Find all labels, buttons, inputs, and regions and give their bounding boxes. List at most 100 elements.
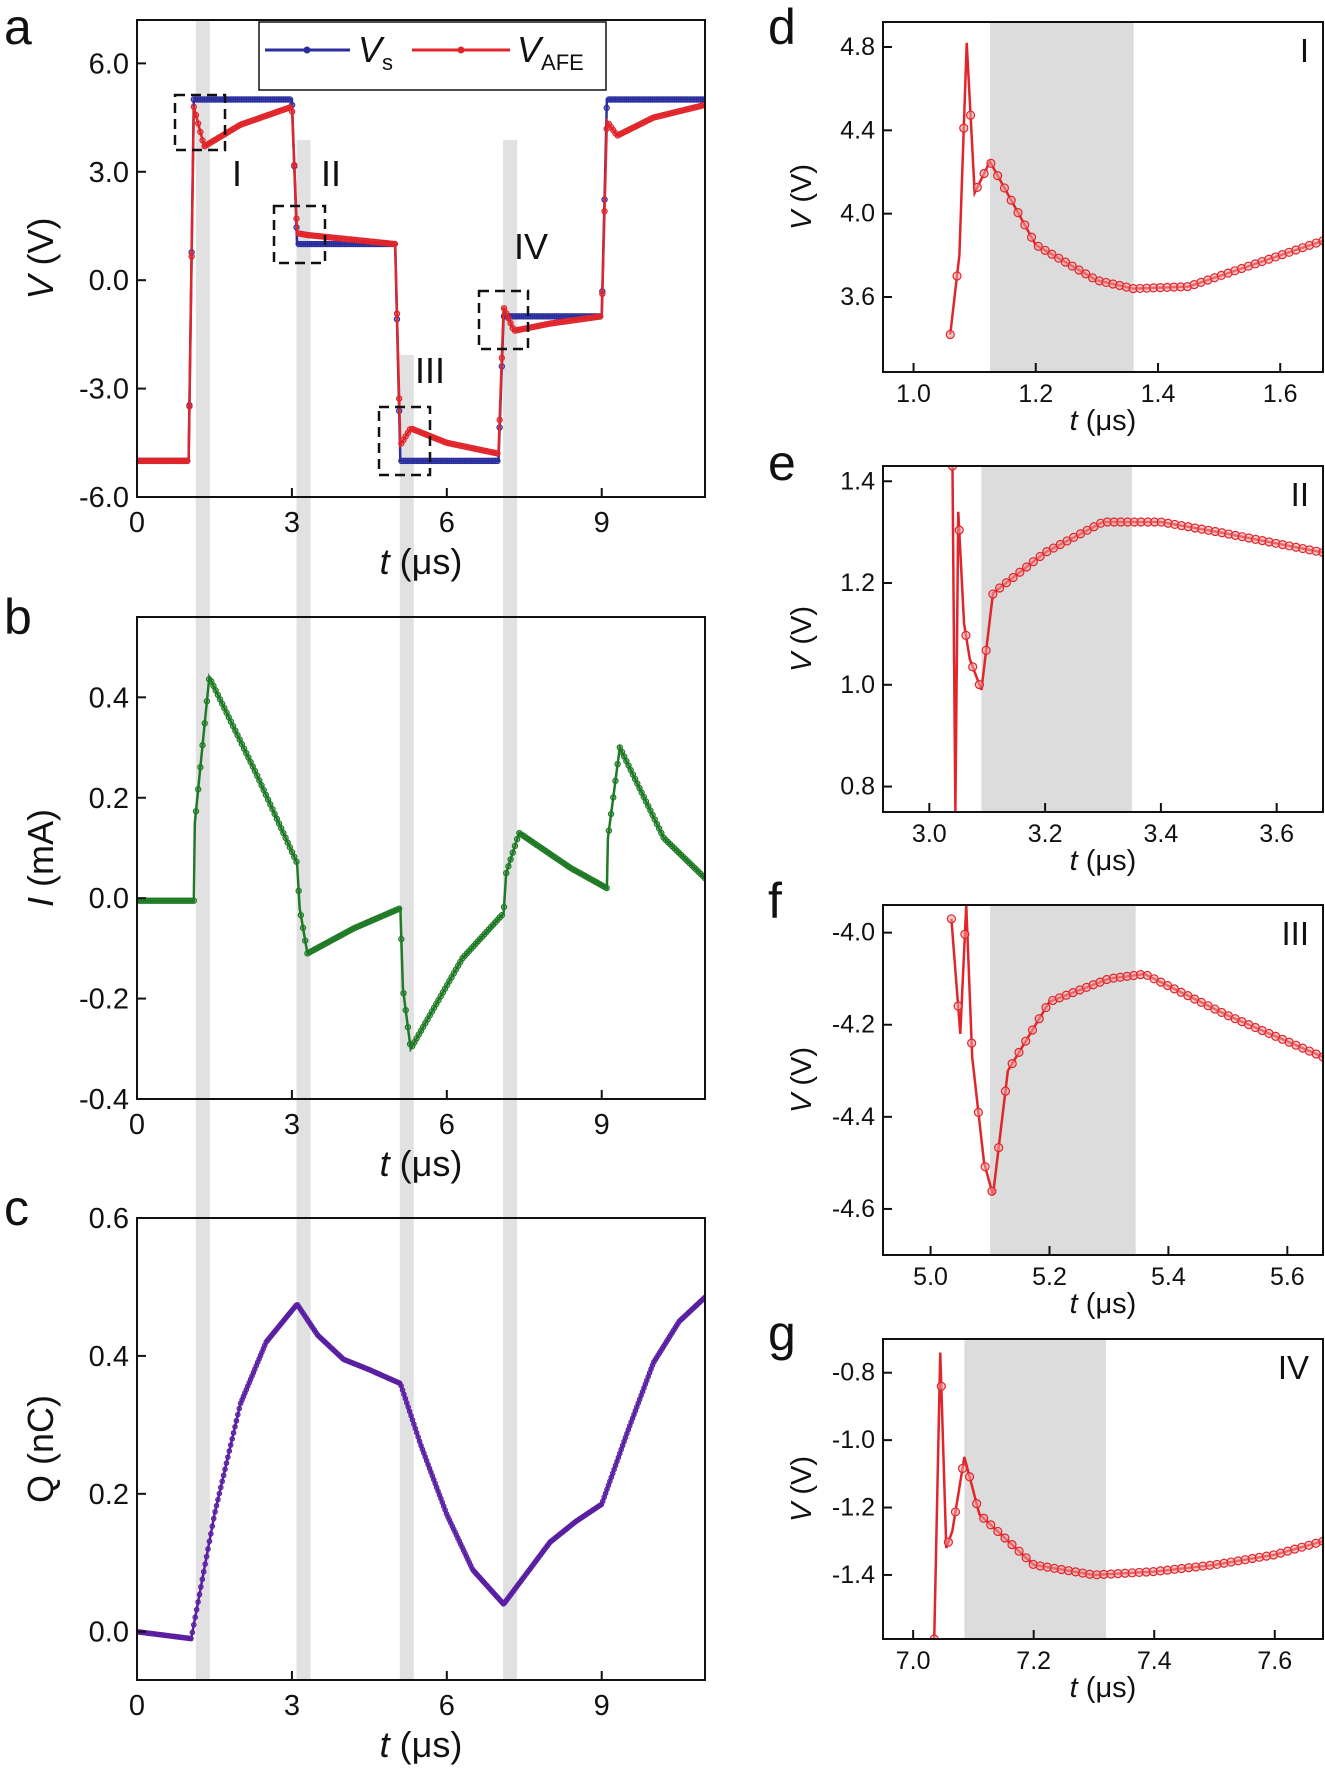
panel-b-x-tick-label: 9: [594, 1109, 610, 1141]
panel-c-y-tick-label: 0.6: [89, 1203, 129, 1235]
panel-b-data-point: [398, 935, 405, 943]
panel-a-y-tick-label: 0.0: [89, 265, 129, 297]
inset-region-box-4: [477, 289, 530, 351]
inset-region-box-1: [173, 93, 227, 152]
panel-f-data-point: [1041, 1002, 1051, 1013]
panel-f-y-tick-label: -4.0: [832, 919, 875, 947]
panel-b-y-tick-label: 0.2: [89, 783, 129, 815]
panel-d-group: 1.0 1.2 1.4 1.6 4.8 4.4 4.0 3.6 t (μs) V (V) I: [786, 21, 1324, 437]
panel-a-data-point: [190, 103, 197, 110]
panel-letter-b: b: [4, 589, 32, 645]
panel-g-x-tick-label: 7.6: [1257, 1647, 1292, 1675]
panel-b-data-point: [404, 1023, 412, 1031]
panel-c-group: 0 3 6 9 0.6 0.4 0.2 0.0 t (μs) Q (nC): [20, 1203, 706, 1765]
panel-d-data-point: [999, 183, 1010, 193]
panel-c-series-data-line: [137, 1296, 705, 1641]
panel-c-data-point: [232, 1423, 238, 1430]
legend-vafe-marker: [457, 46, 465, 54]
panel-e-data-point: [995, 583, 1005, 593]
panel-c-data-point: [212, 1508, 218, 1515]
panel-b-y-tick-label: -0.2: [79, 984, 129, 1016]
panel-g-data-point: [1007, 1540, 1017, 1550]
panel-e-y-tick-label: 1.2: [840, 569, 875, 597]
panel-c-data-point: [199, 1576, 206, 1583]
panel-b-series-data-markers: [137, 676, 705, 1050]
panel-a-data-point: [291, 161, 298, 169]
panel-letter-f: f: [768, 873, 782, 929]
panel-g-data-point: [943, 1537, 953, 1547]
panel-f-y-tick-label: -4.2: [832, 1011, 875, 1039]
panel-g-x-tick-label: 7.0: [896, 1647, 931, 1675]
panel-f-data-point: [1007, 1059, 1017, 1069]
panel-d-y-axis-label: V (V): [786, 164, 818, 230]
panel-d-data-point: [979, 168, 989, 179]
panel-f-data-point: [946, 914, 956, 924]
panel-b-data-point: [194, 786, 202, 793]
panel-g-y-axis-label: V (V): [786, 1456, 818, 1522]
panel-b-data-point: [500, 903, 508, 911]
panel-f-data-point: [1027, 1025, 1038, 1035]
panel-a-data-point: [393, 310, 401, 317]
panel-a-data-point: [288, 108, 296, 115]
panel-f-data-point: [973, 1107, 984, 1117]
panel-d-data-point: [952, 271, 962, 281]
panel-g-group: 7.0 7.2 7.4 7.6 -0.8 -1.0 -1.2 -1.4 t (μs) V (V) I…: [786, 1338, 1324, 1704]
panel-b-data-point: [509, 849, 516, 856]
panel-c-data-point: [198, 1584, 204, 1590]
panel-b-data-point: [612, 777, 619, 784]
panel-g-data-point: [986, 1520, 996, 1530]
panel-f-data-point: [1014, 1047, 1024, 1057]
panel-f-data-point: [987, 1186, 997, 1196]
panel-a-data-point: [293, 215, 300, 222]
panel-c-plot-area: [137, 1294, 705, 1642]
panel-b-data-point: [505, 863, 512, 870]
panel-letter-a: a: [4, 0, 32, 55]
panel-d-data-point: [1054, 253, 1064, 263]
panel-d-data-point: [1081, 269, 1091, 279]
panel-d-x-tick-label: 1.0: [896, 380, 931, 408]
panel-d-y-tick-label: 4.4: [840, 116, 875, 144]
panel-c-y-tick-label: 0.2: [89, 1479, 129, 1511]
panel-a-x-tick-label: 3: [284, 507, 300, 539]
panel-f-group: 5.0 5.2 5.4 5.6 -4.0 -4.2 -4.4 -4.6 t (μs) V (V) I…: [786, 904, 1324, 1320]
panel-f-data-point: [1034, 1014, 1044, 1024]
panel-a-data-point: [194, 120, 202, 127]
panel-a-data-point: [500, 304, 508, 312]
panel-a-data-point: [503, 309, 510, 317]
panel-c-data-point: [220, 1472, 227, 1479]
panel-e-data-point: [981, 645, 991, 655]
panel-b-data-point: [603, 884, 610, 892]
panel-f-x-tick-label: 5.0: [913, 1263, 948, 1291]
panel-b-x-tick-label: 6: [439, 1109, 455, 1141]
panel-g-y-tick-label: -1.4: [832, 1561, 875, 1589]
panel-f-data-point: [1021, 1036, 1031, 1046]
panel-c-data-point: [235, 1411, 241, 1418]
panel-d-data-point: [972, 182, 982, 192]
panel-letter-g: g: [768, 1305, 796, 1361]
panel-letter-d: d: [768, 0, 796, 55]
panel-g-series-VAFE-markers: [929, 1381, 1323, 1639]
legend-panel-a: Vs VAFE: [258, 21, 607, 91]
panel-f-shaded-region: [990, 905, 1136, 1255]
panel-b-data-point: [605, 827, 613, 834]
panel-c-y-tick-label: 0.0: [89, 1617, 129, 1649]
panel-g-region-label: IV: [1278, 1349, 1309, 1386]
panel-a-series-VAFE-markers: [137, 101, 705, 465]
panel-a-data-point: [184, 457, 191, 465]
panel-e-data-point: [1001, 578, 1011, 588]
panel-a-plot-area: [137, 96, 705, 465]
panel-a-frame: [136, 19, 706, 498]
panel-b-data-point: [614, 760, 621, 768]
panel-a-data-point: [188, 253, 195, 260]
panel-f-region-label: III: [1281, 915, 1309, 952]
time-highlight-band: [195, 20, 210, 1680]
panel-c-x-tick-label: 0: [129, 1690, 145, 1722]
panel-g-y-tick-label: -0.8: [832, 1359, 875, 1387]
panel-b-y-tick-label: -0.4: [79, 1084, 129, 1116]
panel-c-data-point: [217, 1484, 224, 1491]
panel-g-data-point: [957, 1463, 968, 1474]
panel-e-data-point: [1021, 562, 1032, 572]
